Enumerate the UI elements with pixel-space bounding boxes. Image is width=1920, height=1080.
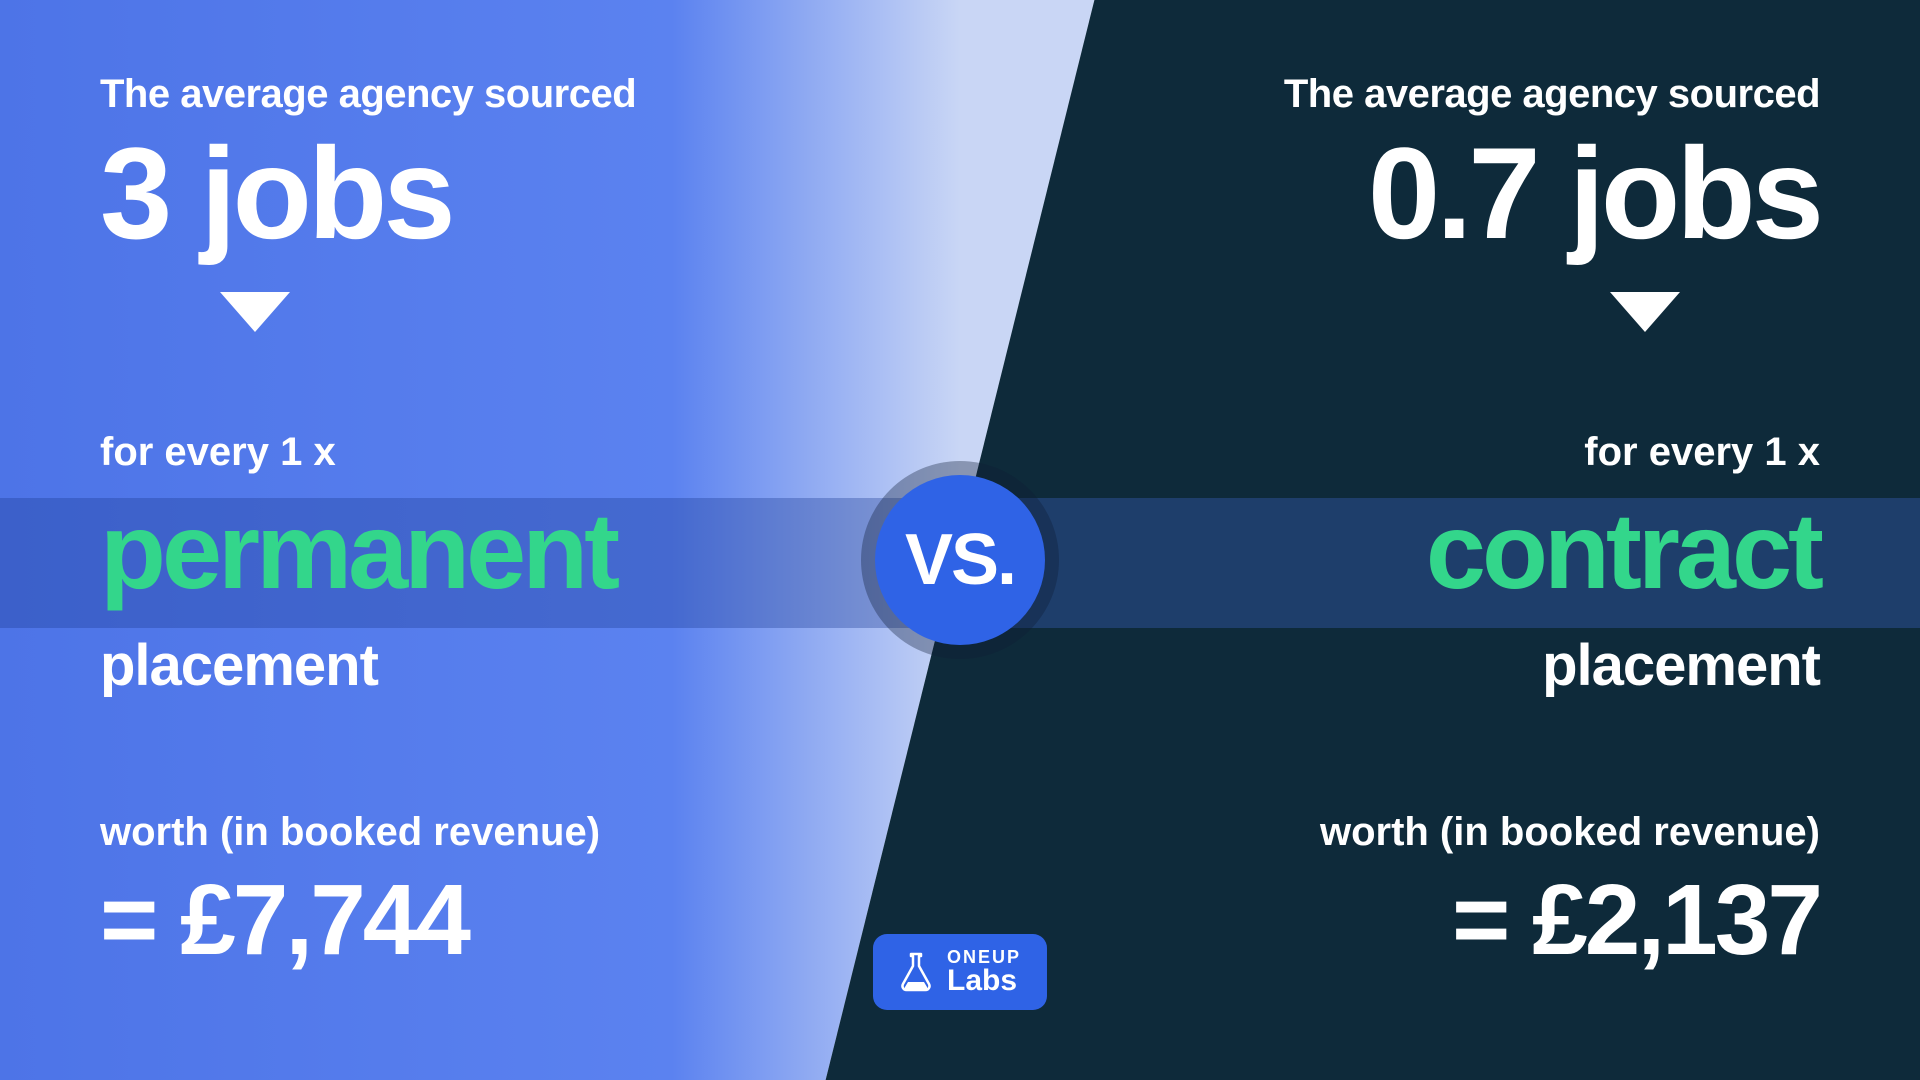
right-lead-text: The average agency sourced (1284, 72, 1820, 117)
chevron-down-icon (1610, 292, 1680, 332)
right-type-label: contract (1426, 492, 1820, 611)
chevron-down-icon (220, 292, 290, 332)
right-amount: = £2,137 (1452, 870, 1820, 970)
left-placement-label: placement (100, 632, 378, 699)
left-column: The average agency sourced 3 jobs for ev… (100, 0, 860, 1080)
infographic-stage: The average agency sourced 3 jobs for ev… (0, 0, 1920, 1080)
right-jobs-count: 0.7 jobs (1368, 128, 1820, 258)
vs-badge: VS. (875, 475, 1045, 645)
right-placement-label: placement (1542, 632, 1820, 699)
brand-bottom: Labs (947, 966, 1021, 996)
flask-icon (899, 952, 933, 992)
brand-pill: ONEUP Labs (873, 934, 1047, 1010)
left-amount: = £7,744 (100, 870, 468, 970)
brand-text: ONEUP Labs (947, 948, 1021, 996)
right-worth-label: worth (in booked revenue) (1320, 810, 1820, 855)
vs-label: VS. (905, 519, 1015, 601)
left-jobs-count: 3 jobs (100, 128, 452, 258)
left-worth-label: worth (in booked revenue) (100, 810, 600, 855)
left-lead-text: The average agency sourced (100, 72, 636, 117)
right-column: The average agency sourced 0.7 jobs for … (1060, 0, 1820, 1080)
left-type-label: permanent (100, 492, 616, 611)
left-for-every: for every 1 x (100, 430, 336, 475)
right-for-every: for every 1 x (1584, 430, 1820, 475)
